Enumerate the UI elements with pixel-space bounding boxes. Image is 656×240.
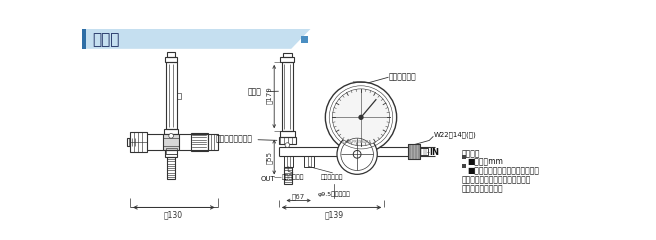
Bar [164,129,178,134]
Bar [163,134,179,150]
Bar [165,150,177,157]
Text: 高圧側圧力計: 高圧側圧力計 [389,72,417,81]
Text: 約130: 約130 [164,210,183,220]
Bar [147,134,163,150]
Bar [462,156,466,159]
Bar [207,134,218,150]
Polygon shape [82,29,311,49]
Text: LOW PRESSURE: LOW PRESSURE [343,140,371,144]
Bar [279,131,295,137]
Circle shape [325,82,397,153]
Text: 約179: 約179 [266,86,273,104]
Bar [82,29,86,49]
Bar [301,36,308,43]
Bar [166,62,176,129]
Text: 【備考】: 【備考】 [462,149,480,158]
Bar [420,148,428,155]
Text: ■各寸法は、改良のため予告なく: ■各寸法は、改良のため予告なく [467,167,539,176]
Bar [166,148,176,154]
Bar [176,93,181,99]
Bar [167,52,175,57]
Bar [304,156,314,167]
Bar [130,132,147,152]
Bar [407,144,420,159]
Bar [462,164,466,168]
Text: 外観図: 外観図 [92,32,119,47]
Text: W22－14山(右): W22－14山(右) [434,132,477,138]
Text: 低圧側安全弁: 低圧側安全弁 [321,174,344,180]
Text: 変更することがありますので、: 変更することがありますので、 [462,175,531,185]
Text: IN: IN [429,148,440,157]
Bar [165,57,177,62]
Text: 高圧側安全弁: 高圧側安全弁 [281,174,304,180]
Circle shape [285,143,290,147]
Text: 約67: 約67 [292,193,305,200]
Circle shape [359,115,363,119]
Bar [283,156,293,167]
Bar [407,144,420,159]
Text: ご了承ください。: ご了承ください。 [462,184,503,193]
Bar [284,167,292,184]
Bar [280,57,295,62]
Text: φ9.5ホース継手: φ9.5ホース継手 [318,191,350,197]
Circle shape [333,89,390,146]
Text: 約139: 約139 [324,210,344,220]
Circle shape [169,133,173,138]
Bar [279,137,296,144]
Text: ■単位：mm: ■単位：mm [467,158,503,167]
Text: 流量調整ハンドル: 流量調整ハンドル [216,134,277,144]
Bar [282,62,293,131]
Circle shape [337,134,377,174]
Text: 流量計: 流量計 [248,87,278,96]
Bar [167,157,175,179]
Bar [127,138,130,146]
Text: 約55: 約55 [266,150,273,163]
Text: OUT: OUT [260,176,275,182]
Bar [190,133,207,151]
Bar [283,53,292,57]
